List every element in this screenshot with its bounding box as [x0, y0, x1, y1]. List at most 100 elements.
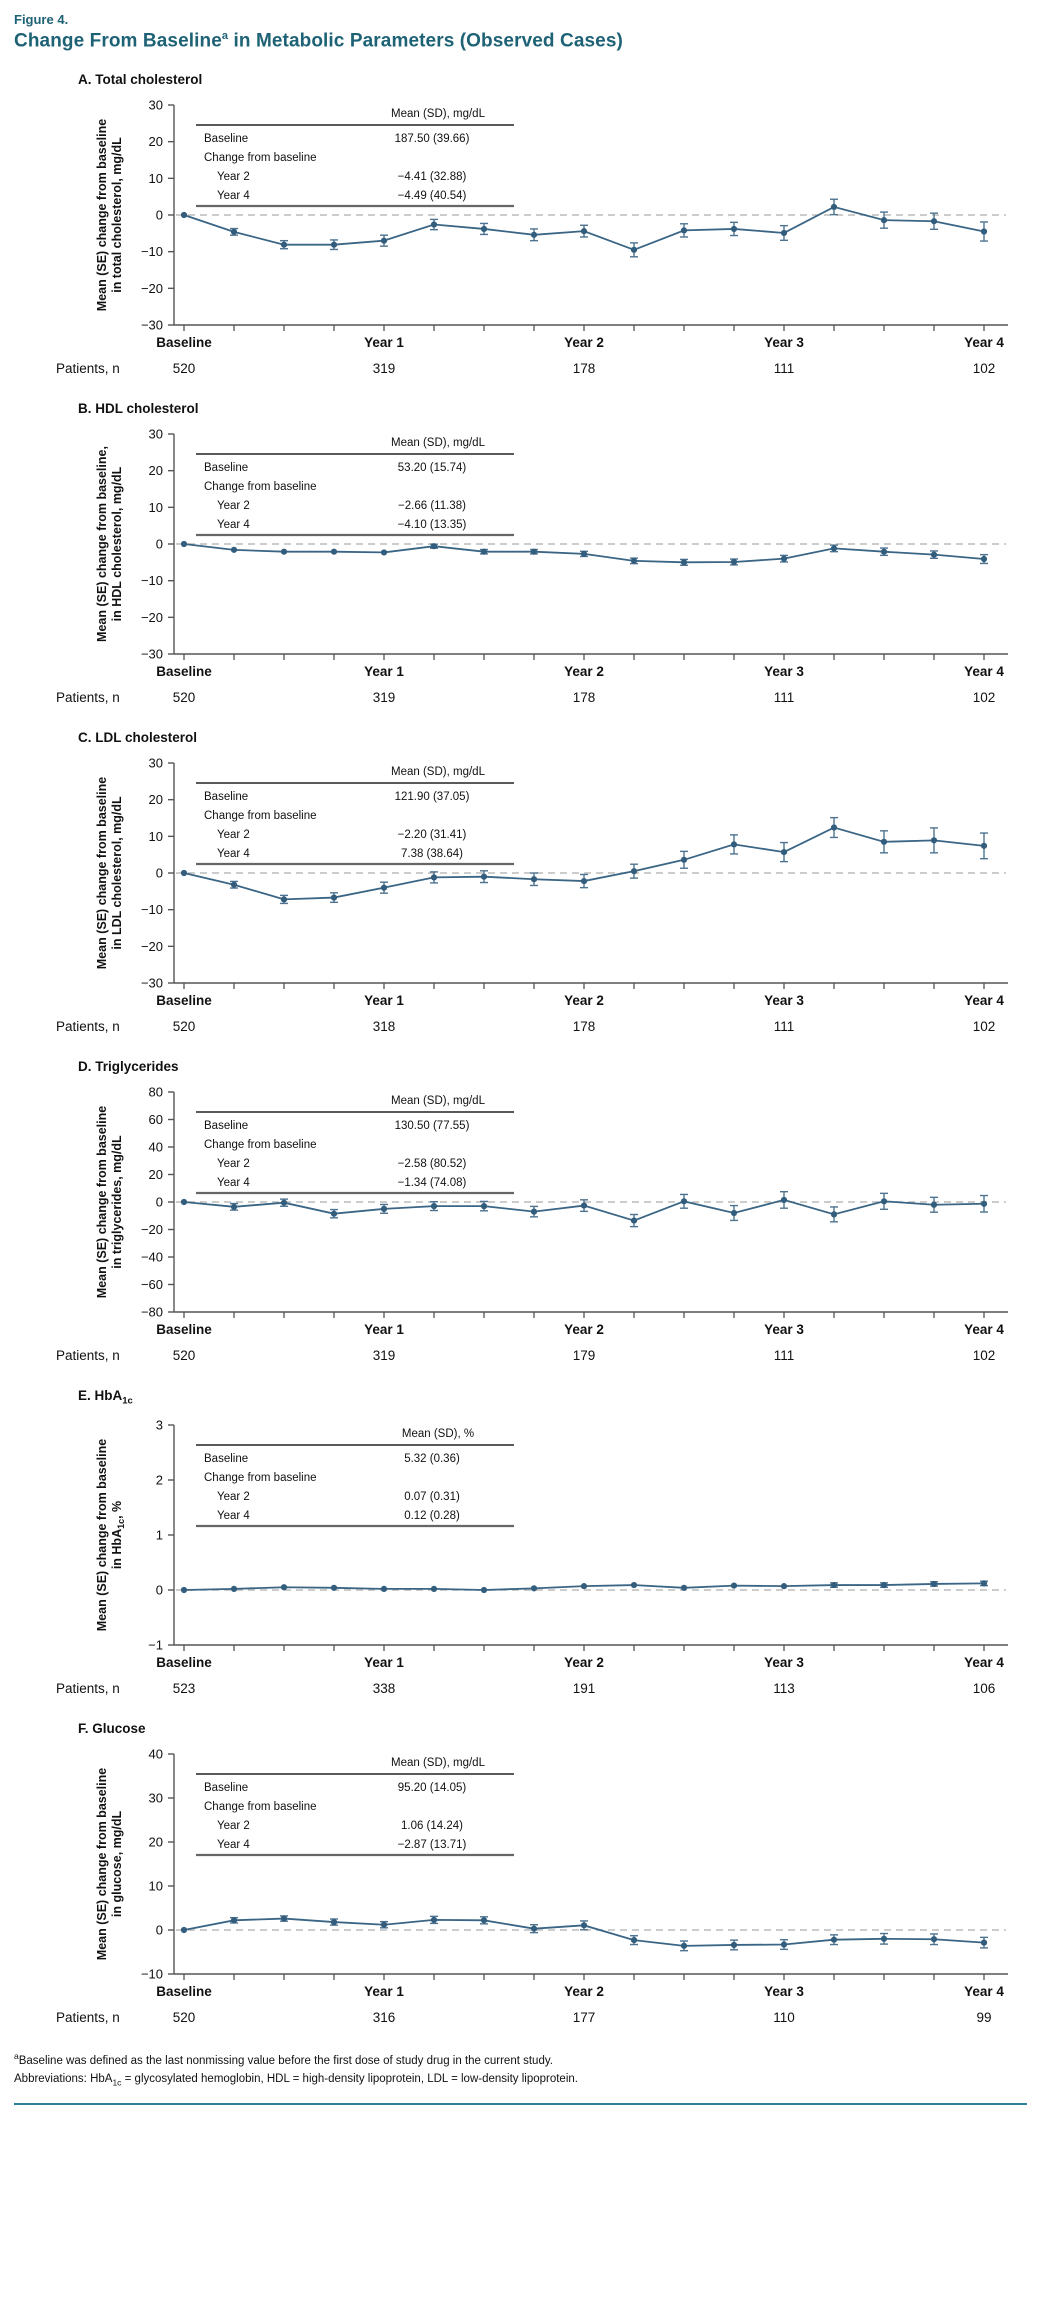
- data-point-marker: [330, 1584, 338, 1591]
- inset-row-value: 5.32 (0.36): [404, 1453, 460, 1465]
- inset-row-value: 130.50 (77.55): [395, 1120, 470, 1132]
- patients-count: 102: [973, 1019, 996, 1034]
- data-point-marker: [830, 824, 838, 831]
- x-tick-label: Year 3: [764, 1322, 804, 1337]
- patients-count: 99: [976, 2010, 991, 2025]
- data-point-marker: [280, 896, 288, 903]
- y-axis: −30 −20 −10 0 10 20 30 Mean (SE) change from ba…: [95, 756, 175, 991]
- y-tick-label: 0: [156, 1923, 163, 1938]
- y-tick-label: −10: [141, 244, 163, 259]
- patients-count: 523: [173, 1681, 196, 1696]
- data-point-marker: [330, 1918, 338, 1926]
- data-point-marker: [730, 226, 738, 233]
- panel-title: C. LDL cholesterol: [78, 730, 198, 746]
- data-point-marker: [780, 1583, 788, 1590]
- y-tick-label: 20: [149, 463, 163, 478]
- data-point-marker: [980, 228, 988, 235]
- patients-row-label: Patients, n: [56, 1681, 120, 1696]
- x-tick-label: Year 4: [964, 664, 1004, 679]
- data-point-marker: [880, 1581, 888, 1589]
- patients-row-label: Patients, n: [56, 2010, 120, 2025]
- error-bars: [230, 817, 988, 905]
- data-point-marker: [780, 1197, 788, 1204]
- y-axis: −10 0 10 20 30 40 Mean (SE) change from baseli…: [95, 1747, 175, 1982]
- inset-row-label: Change from baseline: [204, 152, 317, 164]
- inset-row-label: Year 4: [217, 848, 250, 860]
- figure-title: Change From Baselinea in Metabolic Param…: [14, 30, 1027, 52]
- inset-row-label: Baseline: [204, 1120, 248, 1132]
- y-axis: −30 −20 −10 0 10 20 30 Mean (SE) change from ba…: [95, 427, 175, 662]
- patients-count: 111: [774, 1019, 795, 1034]
- inset-row-label: Change from baseline: [204, 1472, 317, 1484]
- data-point-marker: [930, 551, 938, 559]
- x-axis: Baseline Year 1 Year 2 Year 3 Year 4: [156, 1311, 1008, 1337]
- data-point-marker: [730, 1210, 738, 1217]
- y-tick-label: 0: [156, 208, 163, 223]
- data-point-marker: [730, 841, 738, 848]
- y-tick-label: −80: [141, 1305, 163, 1320]
- patients-row: Patients, n 520 316 177 110 99: [56, 2010, 992, 2025]
- data-point-marker: [630, 558, 638, 565]
- y-tick-label: −20: [141, 610, 163, 625]
- panel-chart-svg: −30 −20 −10 0 10 20 30 Mean (SE) change from ba…: [56, 427, 1008, 705]
- x-tick-label: Year 2: [564, 993, 604, 1008]
- y-axis: −30 −20 −10 0 10 20 30 Mean (SE) change from ba…: [95, 98, 175, 333]
- figure-header: Figure 4. Change From Baselinea in Metab…: [14, 12, 1027, 52]
- y-tick-label: −1: [148, 1638, 163, 1653]
- y-tick-label: −20: [141, 1222, 163, 1237]
- data-point-marker: [630, 868, 638, 875]
- panel-title: E. HbA1c: [78, 1388, 133, 1408]
- x-tick-label: Year 2: [564, 1984, 604, 1999]
- footnote-abbreviations: Abbreviations: HbA1c = glycosylated hemo…: [14, 2072, 578, 2087]
- y-tick-label: −10: [141, 573, 163, 588]
- y-tick-label: −20: [141, 281, 163, 296]
- patients-count: 318: [373, 1019, 396, 1034]
- panel-d-triglycerides: D. Triglycerides −80 −60 −40 −20 0 20 40 60 80 Mea…: [14, 1059, 1027, 1372]
- panel-title: F. Glucose: [78, 1721, 146, 1737]
- patients-count: 338: [373, 1681, 396, 1696]
- data-point-marker: [980, 556, 988, 563]
- y-tick-label: 10: [149, 1879, 163, 1894]
- x-tick-label: Year 4: [964, 993, 1004, 1008]
- series-mean-change: [180, 204, 988, 254]
- patients-count: 520: [173, 690, 196, 705]
- series-mean-change: [180, 1580, 988, 1594]
- footnote-superscript: a: [14, 2051, 19, 2062]
- patients-count: 111: [774, 1348, 795, 1363]
- data-point-marker: [880, 1935, 888, 1942]
- data-point-marker: [930, 1936, 938, 1943]
- panel-title: A. Total cholesterol: [78, 72, 203, 88]
- y-tick-label: 10: [149, 171, 163, 186]
- inset-summary-table: Mean (SD), mg/dL Baseline 95.20 (14.05) Cha…: [196, 1757, 514, 1857]
- data-point-marker: [830, 1211, 838, 1218]
- y-tick-label: −10: [141, 1967, 163, 1982]
- data-point-marker: [530, 232, 538, 239]
- data-point-marker: [980, 1580, 988, 1587]
- data-point-marker: [230, 1585, 238, 1593]
- y-axis: −1 0 1 2 3 Mean (SE) change from baselinein H…: [95, 1418, 175, 1653]
- figure-title-prefix: Change From Baseline: [14, 30, 222, 52]
- inset-table-header: Mean (SD), mg/dL: [391, 1757, 486, 1769]
- data-point-marker: [330, 1210, 338, 1218]
- panel-chart-svg: −1 0 1 2 3 Mean (SE) change from baselinein H…: [56, 1418, 1008, 1696]
- data-point-marker: [830, 1936, 838, 1943]
- x-axis: Baseline Year 1 Year 2 Year 3 Year 4: [156, 653, 1008, 679]
- y-tick-label: −10: [141, 902, 163, 917]
- inset-row-value: −2.66 (11.38): [398, 500, 466, 512]
- y-tick-label: 0: [156, 866, 163, 881]
- data-point-marker: [430, 1203, 438, 1210]
- patients-row: Patients, n 520 319 179 111 102: [56, 1348, 995, 1363]
- data-point-marker: [230, 881, 238, 889]
- data-point-marker: [830, 1581, 838, 1589]
- y-tick-label: 30: [149, 427, 163, 442]
- data-point-marker: [680, 1942, 688, 1949]
- data-point-marker: [930, 1201, 938, 1209]
- data-point-marker: [230, 1917, 238, 1924]
- inset-table-header: Mean (SD), %: [402, 1428, 474, 1440]
- data-point-marker: [780, 555, 788, 563]
- data-point-marker: [230, 229, 238, 236]
- y-tick-label: −30: [141, 647, 163, 662]
- y-axis-title: Mean (SE) change from baselinein glucose…: [95, 1768, 124, 1960]
- data-point-marker: [480, 226, 488, 233]
- y-axis-title: Mean (SE) change from baselinein HbA1c, …: [95, 1439, 126, 1631]
